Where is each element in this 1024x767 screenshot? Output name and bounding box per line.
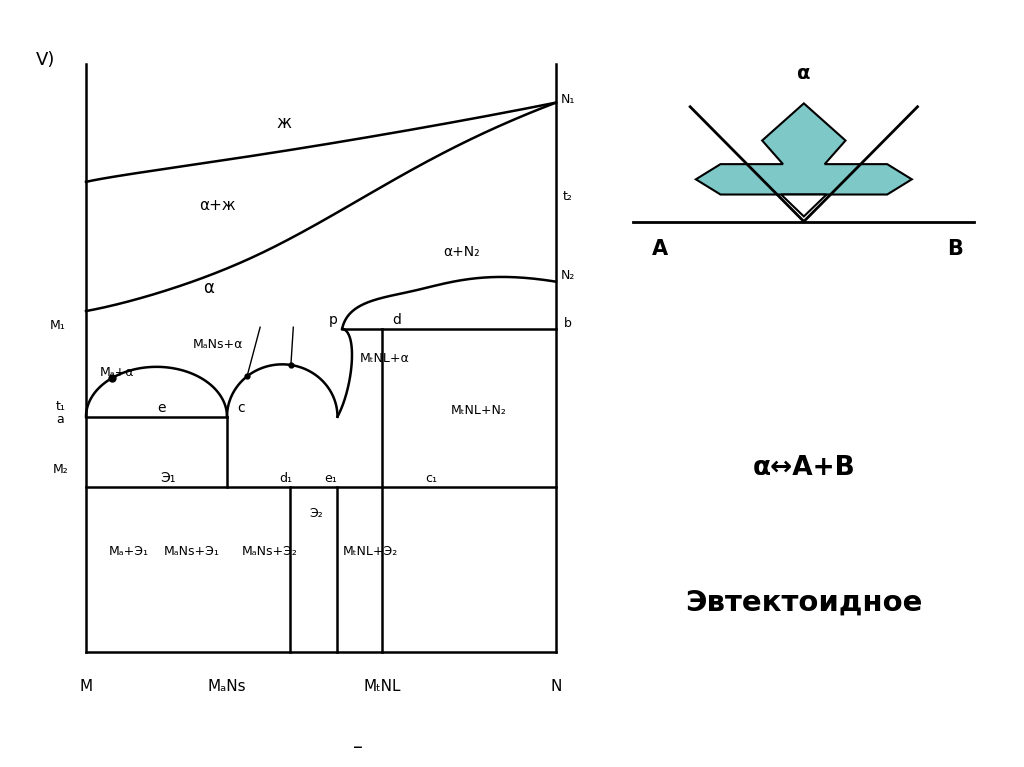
- Text: N₁: N₁: [560, 93, 574, 106]
- Text: d: d: [392, 313, 400, 327]
- Text: t₁: t₁: [55, 400, 66, 413]
- Text: α+N₂: α+N₂: [443, 245, 480, 259]
- Polygon shape: [781, 195, 826, 216]
- Text: MₐNs+α: MₐNs+α: [193, 338, 243, 351]
- Text: B: B: [947, 239, 964, 258]
- Text: MₐNs: MₐNs: [208, 680, 247, 694]
- Text: A: A: [652, 239, 668, 258]
- Text: M₂: M₂: [52, 463, 68, 476]
- Text: M₁: M₁: [50, 319, 66, 332]
- Text: MₜNL+α: MₜNL+α: [359, 351, 410, 364]
- Text: Mₐ+Э₁: Mₐ+Э₁: [109, 545, 148, 558]
- Text: MₜNL: MₜNL: [364, 680, 400, 694]
- Text: MₐNs+Э₁: MₐNs+Э₁: [164, 545, 220, 558]
- Text: p: p: [329, 313, 337, 327]
- Text: –: –: [353, 739, 364, 757]
- Text: α: α: [203, 278, 214, 297]
- Text: MₜNL+N₂: MₜNL+N₂: [451, 404, 507, 417]
- Text: c: c: [238, 401, 245, 415]
- Text: α+ж: α+ж: [200, 198, 236, 213]
- Text: α↔A+B: α↔A+B: [753, 455, 855, 481]
- Text: e₁: e₁: [324, 472, 337, 485]
- Text: b: b: [564, 318, 571, 331]
- Text: t₂: t₂: [563, 190, 572, 203]
- Polygon shape: [696, 104, 911, 195]
- Text: MₐNs+Э₂: MₐNs+Э₂: [242, 545, 297, 558]
- Text: α: α: [797, 64, 811, 83]
- Text: e: e: [157, 401, 166, 415]
- Text: a: a: [56, 413, 65, 426]
- Text: V): V): [36, 51, 55, 69]
- Text: N₂: N₂: [560, 269, 574, 282]
- Text: c₁: c₁: [426, 472, 437, 485]
- Text: MₜNL+Э₂: MₜNL+Э₂: [343, 545, 398, 558]
- Text: Э₂: Э₂: [309, 507, 324, 520]
- Text: N: N: [550, 680, 562, 694]
- Text: Э₁: Э₁: [161, 472, 176, 486]
- Text: d₁: d₁: [280, 472, 292, 485]
- Text: Mₐ+α: Mₐ+α: [99, 366, 134, 379]
- Text: M: M: [80, 680, 92, 694]
- Text: Эвтектоидное: Эвтектоидное: [685, 589, 923, 617]
- Text: ж: ж: [275, 114, 291, 132]
